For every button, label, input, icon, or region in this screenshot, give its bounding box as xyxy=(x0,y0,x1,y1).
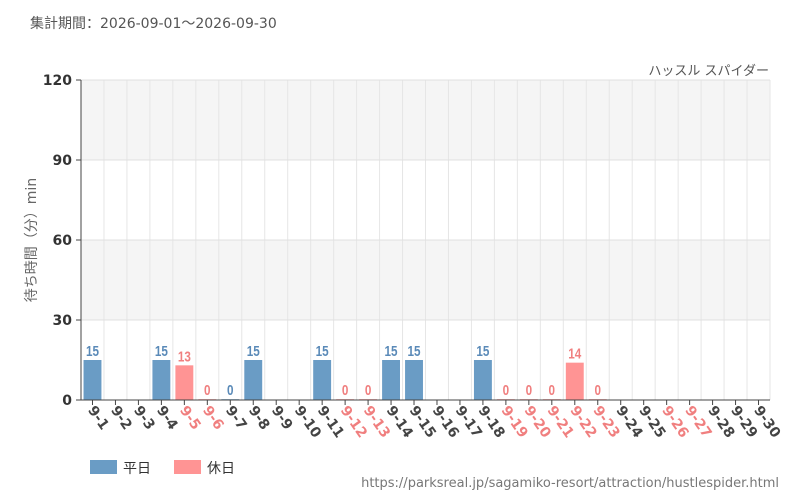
period-label: 集計期間：2026-09-01～2026-09-30 xyxy=(30,15,277,32)
bar-value-label: 13 xyxy=(178,348,191,365)
bar-value-label: 0 xyxy=(594,382,601,399)
bar-9-11 xyxy=(313,360,332,400)
bar-9-4 xyxy=(152,360,171,400)
legend-swatch-holiday xyxy=(174,460,201,474)
x-tick-label: 9-9 xyxy=(268,403,296,433)
x-tick-label: 9-1 xyxy=(84,403,112,433)
bar-value-label: 15 xyxy=(86,343,99,360)
bar-value-label: 0 xyxy=(526,382,533,399)
bar-value-label: 0 xyxy=(342,382,349,399)
bar-value-label: 15 xyxy=(385,343,398,360)
bar-value-label: 15 xyxy=(247,343,260,360)
legend-label-holiday: 休日 xyxy=(207,461,235,477)
bar-value-label: 14 xyxy=(568,345,581,362)
bar-9-15 xyxy=(405,360,423,400)
attraction-name: ハッスル スパイダー xyxy=(648,64,769,79)
bar-value-label: 0 xyxy=(227,382,234,399)
bar-9-14 xyxy=(382,360,401,400)
y-axis-label: 待ち時間（分）min xyxy=(24,178,40,302)
horizontal-gridlines xyxy=(81,79,770,401)
bar-9-18 xyxy=(473,360,492,400)
y-tick-label: 60 xyxy=(53,233,73,249)
bar-9-1 xyxy=(83,360,102,400)
y-tick-label: 0 xyxy=(62,393,72,409)
x-tick-label: 9-5 xyxy=(176,403,204,433)
y-axis-ticks: 0 30 60 90 120 xyxy=(43,73,81,409)
bar-9-8 xyxy=(244,360,263,400)
bar-value-label: 0 xyxy=(204,382,211,399)
source-url: https://parksreal.jp/sagamiko-resort/att… xyxy=(361,476,779,491)
x-tick-label: 9-7 xyxy=(222,403,250,433)
x-tick-label: 9-4 xyxy=(153,403,181,433)
y-tick-label: 90 xyxy=(53,153,73,169)
bar-value-label: 0 xyxy=(365,382,372,399)
bar-9-22 xyxy=(565,362,584,400)
legend: 平日 休日 xyxy=(90,460,235,477)
x-axis-ticks: 9-19-29-39-49-59-69-79-89-99-109-119-129… xyxy=(84,400,784,441)
x-tick-label: 9-2 xyxy=(107,403,135,433)
legend-label-weekday: 平日 xyxy=(123,461,151,477)
x-tick-label: 9-6 xyxy=(199,403,227,433)
y-tick-label: 30 xyxy=(53,313,73,329)
bar-value-label: 15 xyxy=(476,343,489,360)
bar-value-label: 15 xyxy=(155,343,168,360)
bar-value-label: 0 xyxy=(549,382,556,399)
bars xyxy=(83,360,607,400)
x-tick-label: 9-3 xyxy=(130,403,158,433)
bar-9-5 xyxy=(175,365,194,400)
y-tick-label: 120 xyxy=(43,73,72,89)
bar-value-label: 15 xyxy=(316,343,329,360)
bar-value-label: 15 xyxy=(408,343,421,360)
x-tick-label: 9-8 xyxy=(245,403,273,433)
legend-swatch-weekday xyxy=(90,460,117,474)
bar-value-label: 0 xyxy=(503,382,510,399)
